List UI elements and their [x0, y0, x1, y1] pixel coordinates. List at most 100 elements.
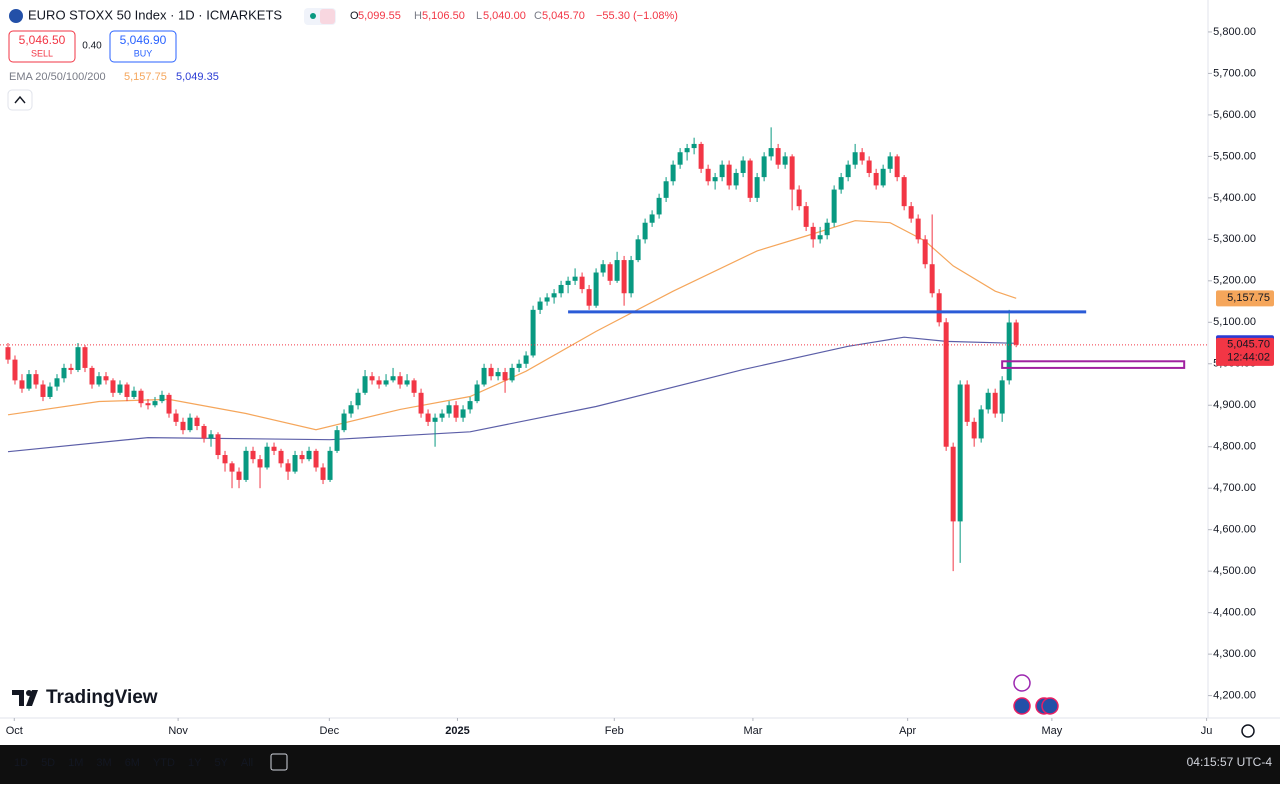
event-icon[interactable] — [1041, 697, 1059, 715]
candle-body — [838, 177, 844, 190]
event-icon[interactable] — [1013, 697, 1031, 715]
candle-body — [572, 276, 578, 281]
sell-button[interactable] — [8, 30, 76, 63]
candle-body — [817, 235, 823, 240]
candle-body — [698, 143, 704, 169]
candle-body — [208, 434, 214, 439]
sell-price: 5,046.50 — [19, 33, 66, 47]
range-button[interactable]: 3M — [96, 757, 111, 769]
range-button[interactable]: 1D — [14, 757, 28, 769]
candle-body — [397, 376, 403, 385]
y-tick-label: 4,600.00 — [1213, 524, 1256, 536]
candle-body — [474, 384, 480, 402]
plot — [0, 127, 1208, 572]
range-button[interactable]: 1M — [68, 757, 83, 769]
candle-body — [278, 450, 284, 464]
candle-body — [117, 384, 123, 393]
candle-body — [579, 276, 585, 290]
y-tick-label: 4,800.00 — [1213, 441, 1256, 453]
spread: 0.40 — [82, 41, 102, 52]
candle-body — [110, 380, 116, 393]
candle-body — [670, 164, 676, 182]
candle-body — [950, 446, 956, 522]
candle-body — [47, 386, 53, 397]
candle-body — [467, 401, 473, 410]
candle-body — [796, 189, 802, 207]
ohlc-value: 5,106.50 — [422, 10, 465, 22]
candle-body — [236, 471, 242, 480]
zone-rectangle — [1001, 360, 1186, 369]
range-button[interactable]: 6M — [125, 757, 140, 769]
candle-body — [726, 164, 732, 186]
candle-body — [201, 425, 207, 439]
x-tick-label: May — [1041, 725, 1062, 737]
y-tick-label: 5,200.00 — [1213, 275, 1256, 287]
candle-body — [943, 322, 949, 447]
candle-body — [5, 347, 11, 360]
candle-body — [754, 177, 760, 198]
candle-body — [733, 172, 739, 186]
indicator-value: 5,049.35 — [176, 71, 219, 83]
candle-body — [61, 367, 67, 379]
candle-body — [362, 376, 368, 393]
candle-body — [719, 164, 725, 178]
candle-body — [957, 384, 963, 522]
candle-body — [607, 264, 613, 281]
candle-body — [936, 293, 942, 323]
candle-body — [194, 417, 200, 426]
candle-body — [999, 380, 1005, 414]
candle-body — [215, 434, 221, 456]
range-button[interactable]: All — [241, 757, 253, 769]
y-tick-label: 5,100.00 — [1213, 316, 1256, 328]
x-tick-label: Oct — [6, 725, 23, 737]
candle-body — [166, 394, 172, 414]
ohlc-label: L — [476, 10, 482, 22]
candle-body — [54, 378, 60, 387]
candle-body — [747, 160, 753, 198]
candle-body — [971, 421, 977, 439]
candle-body — [684, 148, 690, 153]
candle-body — [124, 384, 130, 397]
y-tick-label: 5,300.00 — [1213, 233, 1256, 245]
candle-body — [712, 177, 718, 182]
range-buttons: 1D 5D 1M 3M 6M YTD 1Y 5Y All — [14, 757, 253, 769]
candle-body — [495, 372, 501, 377]
y-tick-label: 5,600.00 — [1213, 109, 1256, 121]
price-axis-tag — [1216, 290, 1274, 307]
candle-body — [593, 272, 599, 306]
candle-body — [537, 301, 543, 310]
range-button[interactable]: 1Y — [188, 757, 202, 769]
candle-body — [292, 455, 298, 472]
candle-body — [306, 450, 312, 460]
candle-body — [222, 455, 228, 464]
range-button[interactable]: YTD — [153, 757, 175, 769]
settings-icon[interactable] — [1241, 724, 1255, 738]
candle-body — [509, 367, 515, 381]
buy-price: 5,046.90 — [120, 33, 167, 47]
range-button[interactable]: 5D — [41, 757, 55, 769]
event-icon[interactable] — [1013, 674, 1031, 692]
candle-body — [271, 446, 277, 451]
candle-body — [173, 413, 179, 422]
last-price-label: 5,045.70 — [1227, 339, 1270, 351]
candle-body — [502, 372, 508, 381]
candle-body — [740, 160, 746, 173]
candle-body — [691, 143, 697, 149]
y-tick-label: 5,500.00 — [1213, 150, 1256, 162]
candle-body — [894, 156, 900, 178]
candle-body — [348, 405, 354, 414]
candle-body — [523, 355, 529, 364]
ema-line — [7, 336, 1017, 453]
collapse-button[interactable] — [7, 89, 33, 111]
candle-body — [313, 450, 319, 468]
x-tick-label: Feb — [605, 725, 624, 737]
candle-body — [544, 297, 550, 302]
candle-body — [775, 148, 781, 165]
buy-button[interactable] — [109, 30, 177, 63]
candle-body — [705, 168, 711, 182]
date-range-icon[interactable] — [270, 753, 288, 771]
candle-body — [677, 152, 683, 165]
range-button[interactable]: 5Y — [214, 757, 228, 769]
candle-body — [145, 403, 151, 406]
